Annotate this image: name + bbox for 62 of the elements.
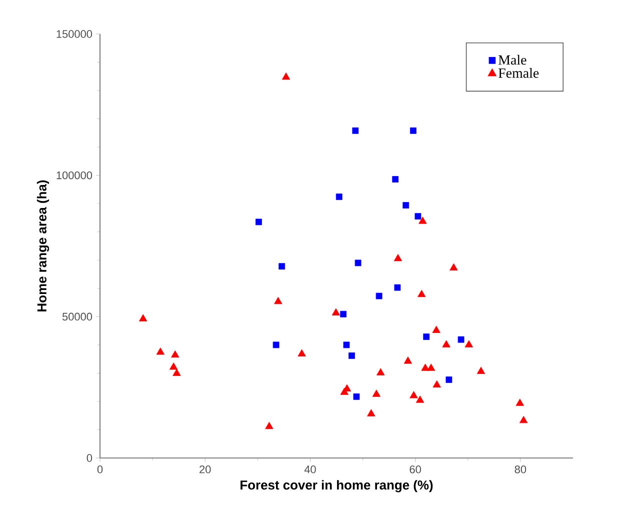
point [418,290,426,298]
point [416,396,424,403]
point [476,366,486,374]
point [256,218,262,226]
point [423,334,430,340]
point [340,310,347,318]
point [516,398,524,406]
point [282,72,290,80]
x-tick-label: 20 [200,466,211,474]
point [520,416,528,424]
point [169,362,178,370]
point [336,194,342,200]
point [172,368,181,376]
point [367,409,376,416]
point [278,263,286,270]
point [354,260,362,266]
point [352,127,359,134]
point [464,340,474,348]
point [410,391,418,398]
point [376,368,385,376]
x-tick-label: 80 [514,466,526,474]
point [265,422,274,430]
point [372,390,381,397]
y-axis-title: Home range area (ha) [36,180,50,312]
point [156,348,165,355]
point [171,350,180,358]
point [414,213,422,220]
point [376,292,382,300]
y-tick-label: 0 [86,454,92,462]
legend-label: Male [498,54,526,65]
point [404,356,412,364]
point [298,349,306,356]
point [402,202,410,208]
point [450,263,458,270]
point [427,364,436,371]
legend-label: Female [498,68,539,78]
x-tick-label: 60 [410,466,421,474]
y-tick-label: 50000 [62,312,92,321]
point [332,308,340,316]
point [139,314,148,322]
point [394,284,401,291]
point [432,326,440,333]
point [446,376,452,383]
point [458,336,464,343]
point [394,254,402,262]
x-tick-label: 40 [304,466,316,474]
point [274,296,282,304]
point [353,393,360,400]
point [421,364,430,371]
point [343,342,350,348]
point [348,352,355,359]
point [432,380,441,388]
y-tick-label: 150000 [56,30,92,38]
point [272,342,280,348]
x-tick-label: 0 [97,466,103,474]
point [442,340,450,348]
point [410,127,416,134]
x-axis-title: Forest cover in home range (%) [240,480,433,492]
point [340,388,348,395]
point [418,216,427,224]
point [392,176,399,182]
y-tick-label: 100000 [56,171,92,180]
